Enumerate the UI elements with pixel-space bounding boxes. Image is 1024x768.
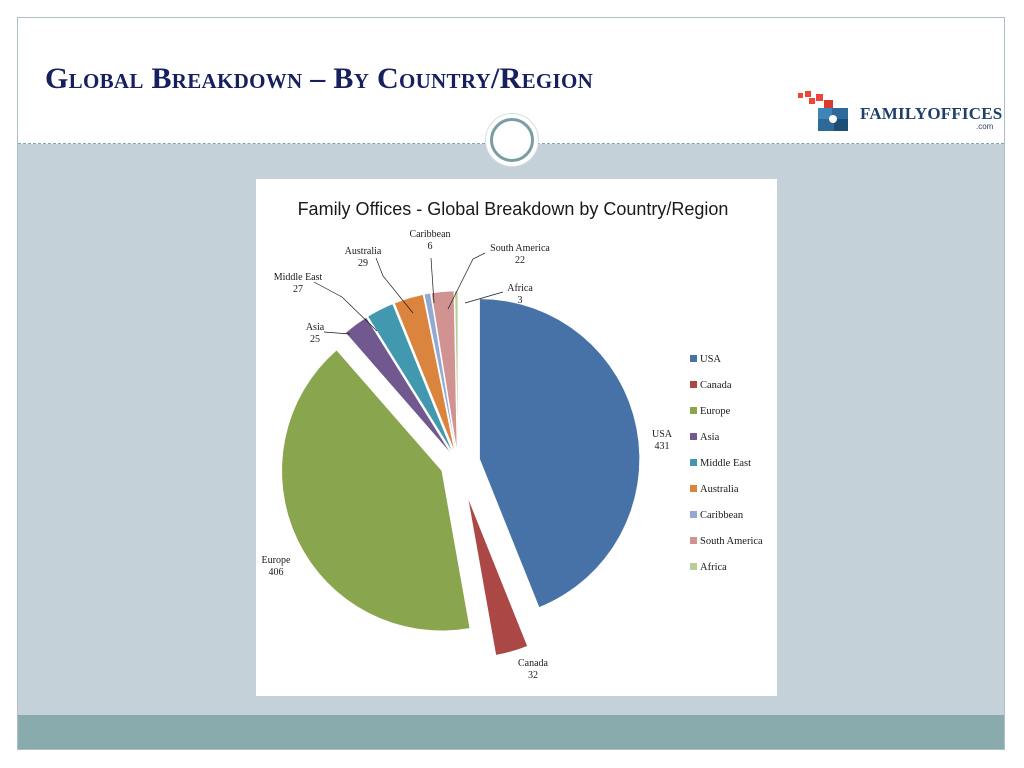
leader-line-south-america [447, 252, 486, 310]
slide-frame [17, 17, 1005, 750]
pie-slice-usa [479, 298, 640, 608]
data-value-canada: 32 [528, 670, 538, 681]
data-value-australia: 29 [358, 258, 368, 269]
legend-swatch-australia [690, 485, 697, 492]
leader-line-middle-east [313, 281, 378, 332]
leader-line-caribbean [430, 257, 435, 304]
data-label-canada: Canada [518, 658, 549, 669]
legend-label-canada: Canada [700, 380, 732, 391]
data-label-australia: Australia [345, 246, 382, 257]
pie-slice-caribbean [424, 292, 457, 452]
legend-swatch-south-america [690, 537, 697, 544]
pie-slice-europe [281, 349, 471, 631]
legend-swatch-africa [690, 563, 697, 570]
pie-slice-canada [467, 497, 528, 656]
legend-label-europe: Europe [700, 406, 731, 417]
leader-line-asia [323, 331, 351, 335]
legend-swatch-middle-east [690, 459, 697, 466]
legend-swatch-asia [690, 433, 697, 440]
legend-label-africa: Africa [700, 562, 727, 573]
familyoffices-logo-icon [798, 91, 848, 131]
legend-label-australia: Australia [700, 484, 739, 495]
pie-slice-middle-east [367, 303, 453, 453]
legend-label-asia: Asia [700, 432, 720, 443]
data-value-africa: 3 [518, 295, 523, 306]
legend-swatch-caribbean [690, 511, 697, 518]
data-value-asia: 25 [310, 334, 320, 345]
pie-slice-australia [394, 294, 455, 452]
leader-line-australia [375, 257, 414, 314]
legend-swatch-canada [690, 381, 697, 388]
slide-title: Global Breakdown – By Country/Region [45, 62, 594, 95]
legend-swatch-europe [690, 407, 697, 414]
data-value-south-america: 22 [515, 255, 525, 266]
legend-label-caribbean: Caribbean [700, 510, 744, 521]
data-value-caribbean: 6 [428, 241, 433, 252]
chart-card: Family Offices - Global Breakdown by Cou… [256, 179, 777, 696]
data-label-middle-east: Middle East [274, 272, 323, 283]
legend-label-south-america: South America [700, 536, 763, 547]
data-value-usa: 431 [655, 441, 670, 452]
data-label-usa: USA [652, 429, 673, 440]
data-label-europe: Europe [262, 555, 291, 566]
logo-text: FAMILYOFFICES [860, 104, 1003, 123]
pie-slice-south-america [431, 290, 458, 452]
legend-label-middle-east: Middle East [700, 458, 751, 469]
divider-ornament-ring [490, 118, 534, 162]
legend-label-usa: USA [700, 354, 721, 365]
pie-slice-asia [345, 317, 452, 454]
leader-line-africa [464, 291, 504, 304]
logo-subtext: .com [976, 122, 994, 131]
data-value-europe: 406 [269, 567, 284, 578]
legend-swatch-usa [690, 355, 697, 362]
slide-footer-bar [18, 715, 1004, 749]
data-value-middle-east: 27 [293, 284, 303, 295]
data-label-africa: Africa [507, 283, 533, 294]
pie-chart: Family Offices - Global Breakdown by Cou… [262, 199, 763, 681]
chart-title: Family Offices - Global Breakdown by Cou… [298, 199, 729, 219]
data-label-asia: Asia [306, 322, 325, 333]
data-label-south-america: South America [490, 243, 550, 254]
data-label-caribbean: Caribbean [409, 229, 450, 240]
pie-slice-africa [454, 290, 459, 452]
